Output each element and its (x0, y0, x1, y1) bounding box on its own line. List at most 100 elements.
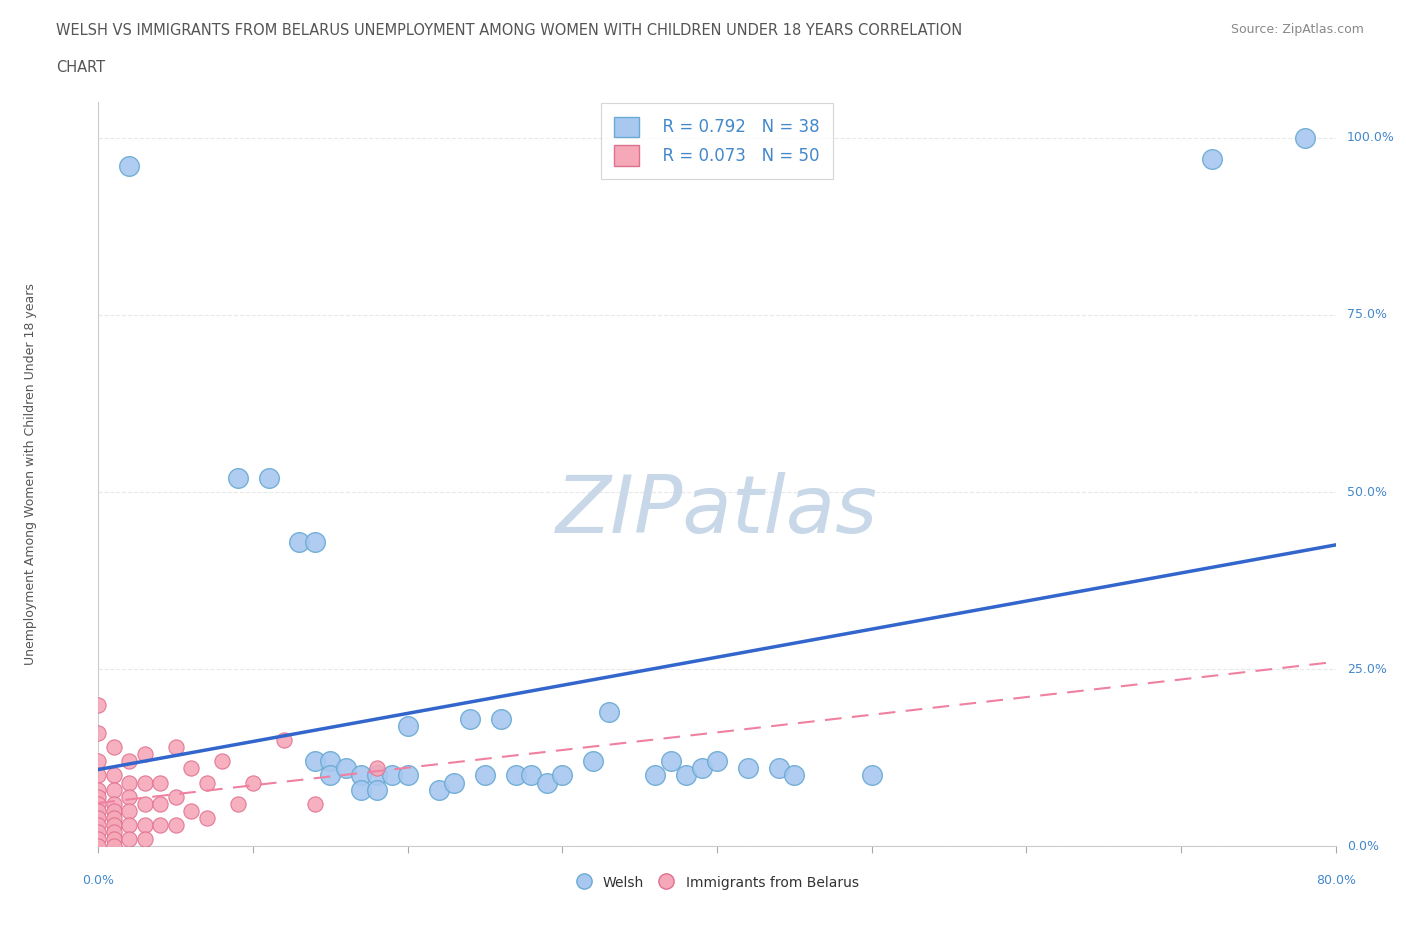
Point (87, 831, 110, 846)
Point (675, 768, 697, 783)
Point (87, 804, 110, 818)
Point (118, 804, 141, 818)
Point (118, 831, 141, 846)
Point (149, 775, 172, 790)
Point (118, 754, 141, 769)
Point (103, 811, 125, 826)
Point (103, 825, 125, 840)
Point (366, 768, 388, 783)
Point (396, 768, 419, 783)
Text: Unemployment Among Women with Children Under 18 years: Unemployment Among Women with Children U… (24, 284, 37, 665)
Point (551, 768, 574, 783)
Point (149, 796, 172, 811)
Point (1201, 152, 1223, 166)
Point (180, 804, 202, 818)
Point (242, 775, 264, 790)
Point (304, 796, 326, 811)
Point (103, 817, 125, 832)
Text: WELSH VS IMMIGRANTS FROM BELARUS UNEMPLOYMENT AMONG WOMEN WITH CHILDREN UNDER 18: WELSH VS IMMIGRANTS FROM BELARUS UNEMPLO… (56, 23, 963, 38)
Point (134, 831, 156, 846)
Point (149, 817, 172, 832)
Text: 80.0%: 80.0% (1316, 874, 1355, 887)
Point (226, 796, 249, 811)
Text: Source: ZipAtlas.com: Source: ZipAtlas.com (1230, 23, 1364, 36)
Point (103, 839, 125, 854)
Point (319, 754, 342, 769)
Point (458, 711, 481, 726)
Text: 100.0%: 100.0% (1347, 131, 1395, 144)
Point (211, 754, 233, 769)
Point (87, 754, 110, 769)
Point (1294, 130, 1316, 145)
Point (118, 159, 141, 174)
Point (659, 754, 682, 769)
Point (118, 775, 141, 790)
Point (706, 754, 728, 769)
Point (396, 718, 419, 733)
Point (783, 768, 806, 783)
Point (118, 790, 141, 804)
Point (520, 768, 543, 783)
Point (87, 825, 110, 840)
Point (87, 811, 110, 826)
Point (319, 768, 342, 783)
Point (860, 768, 883, 783)
Point (226, 471, 249, 485)
Point (87, 698, 110, 712)
Point (195, 811, 218, 826)
Point (87, 796, 110, 811)
Point (427, 782, 450, 797)
Point (165, 817, 187, 832)
Point (288, 534, 311, 549)
Point (690, 761, 713, 776)
Point (598, 704, 620, 719)
Point (103, 782, 125, 797)
Point (87, 817, 110, 832)
Point (536, 775, 558, 790)
Text: 25.0%: 25.0% (1347, 663, 1386, 676)
Point (87, 782, 110, 797)
Point (366, 761, 388, 776)
Text: 0.0%: 0.0% (1347, 840, 1379, 853)
Point (87, 790, 110, 804)
Point (134, 817, 156, 832)
Point (443, 775, 465, 790)
Text: 75.0%: 75.0% (1347, 309, 1386, 322)
Legend: Welsh, Immigrants from Belarus: Welsh, Immigrants from Belarus (569, 870, 865, 896)
Point (118, 817, 141, 832)
Point (366, 782, 388, 797)
Point (87, 839, 110, 854)
Point (134, 775, 156, 790)
Point (768, 761, 790, 776)
Point (165, 790, 187, 804)
Point (103, 796, 125, 811)
Point (350, 768, 373, 783)
Point (134, 747, 156, 762)
Point (165, 739, 187, 754)
Point (505, 768, 527, 783)
Point (87, 725, 110, 740)
Point (195, 775, 218, 790)
Point (489, 711, 512, 726)
Point (474, 768, 496, 783)
Point (103, 804, 125, 818)
Point (257, 471, 280, 485)
Point (304, 754, 326, 769)
Point (103, 831, 125, 846)
Point (180, 761, 202, 776)
Point (134, 796, 156, 811)
Point (103, 768, 125, 783)
Text: 50.0%: 50.0% (1347, 485, 1386, 498)
Text: 0.0%: 0.0% (83, 874, 114, 887)
Point (335, 761, 357, 776)
Point (737, 761, 759, 776)
Point (103, 739, 125, 754)
Point (644, 768, 666, 783)
Point (350, 782, 373, 797)
Point (273, 733, 295, 748)
Text: CHART: CHART (56, 60, 105, 75)
Text: ZIPatlas: ZIPatlas (555, 472, 879, 551)
Point (381, 768, 404, 783)
Point (87, 768, 110, 783)
Point (304, 534, 326, 549)
